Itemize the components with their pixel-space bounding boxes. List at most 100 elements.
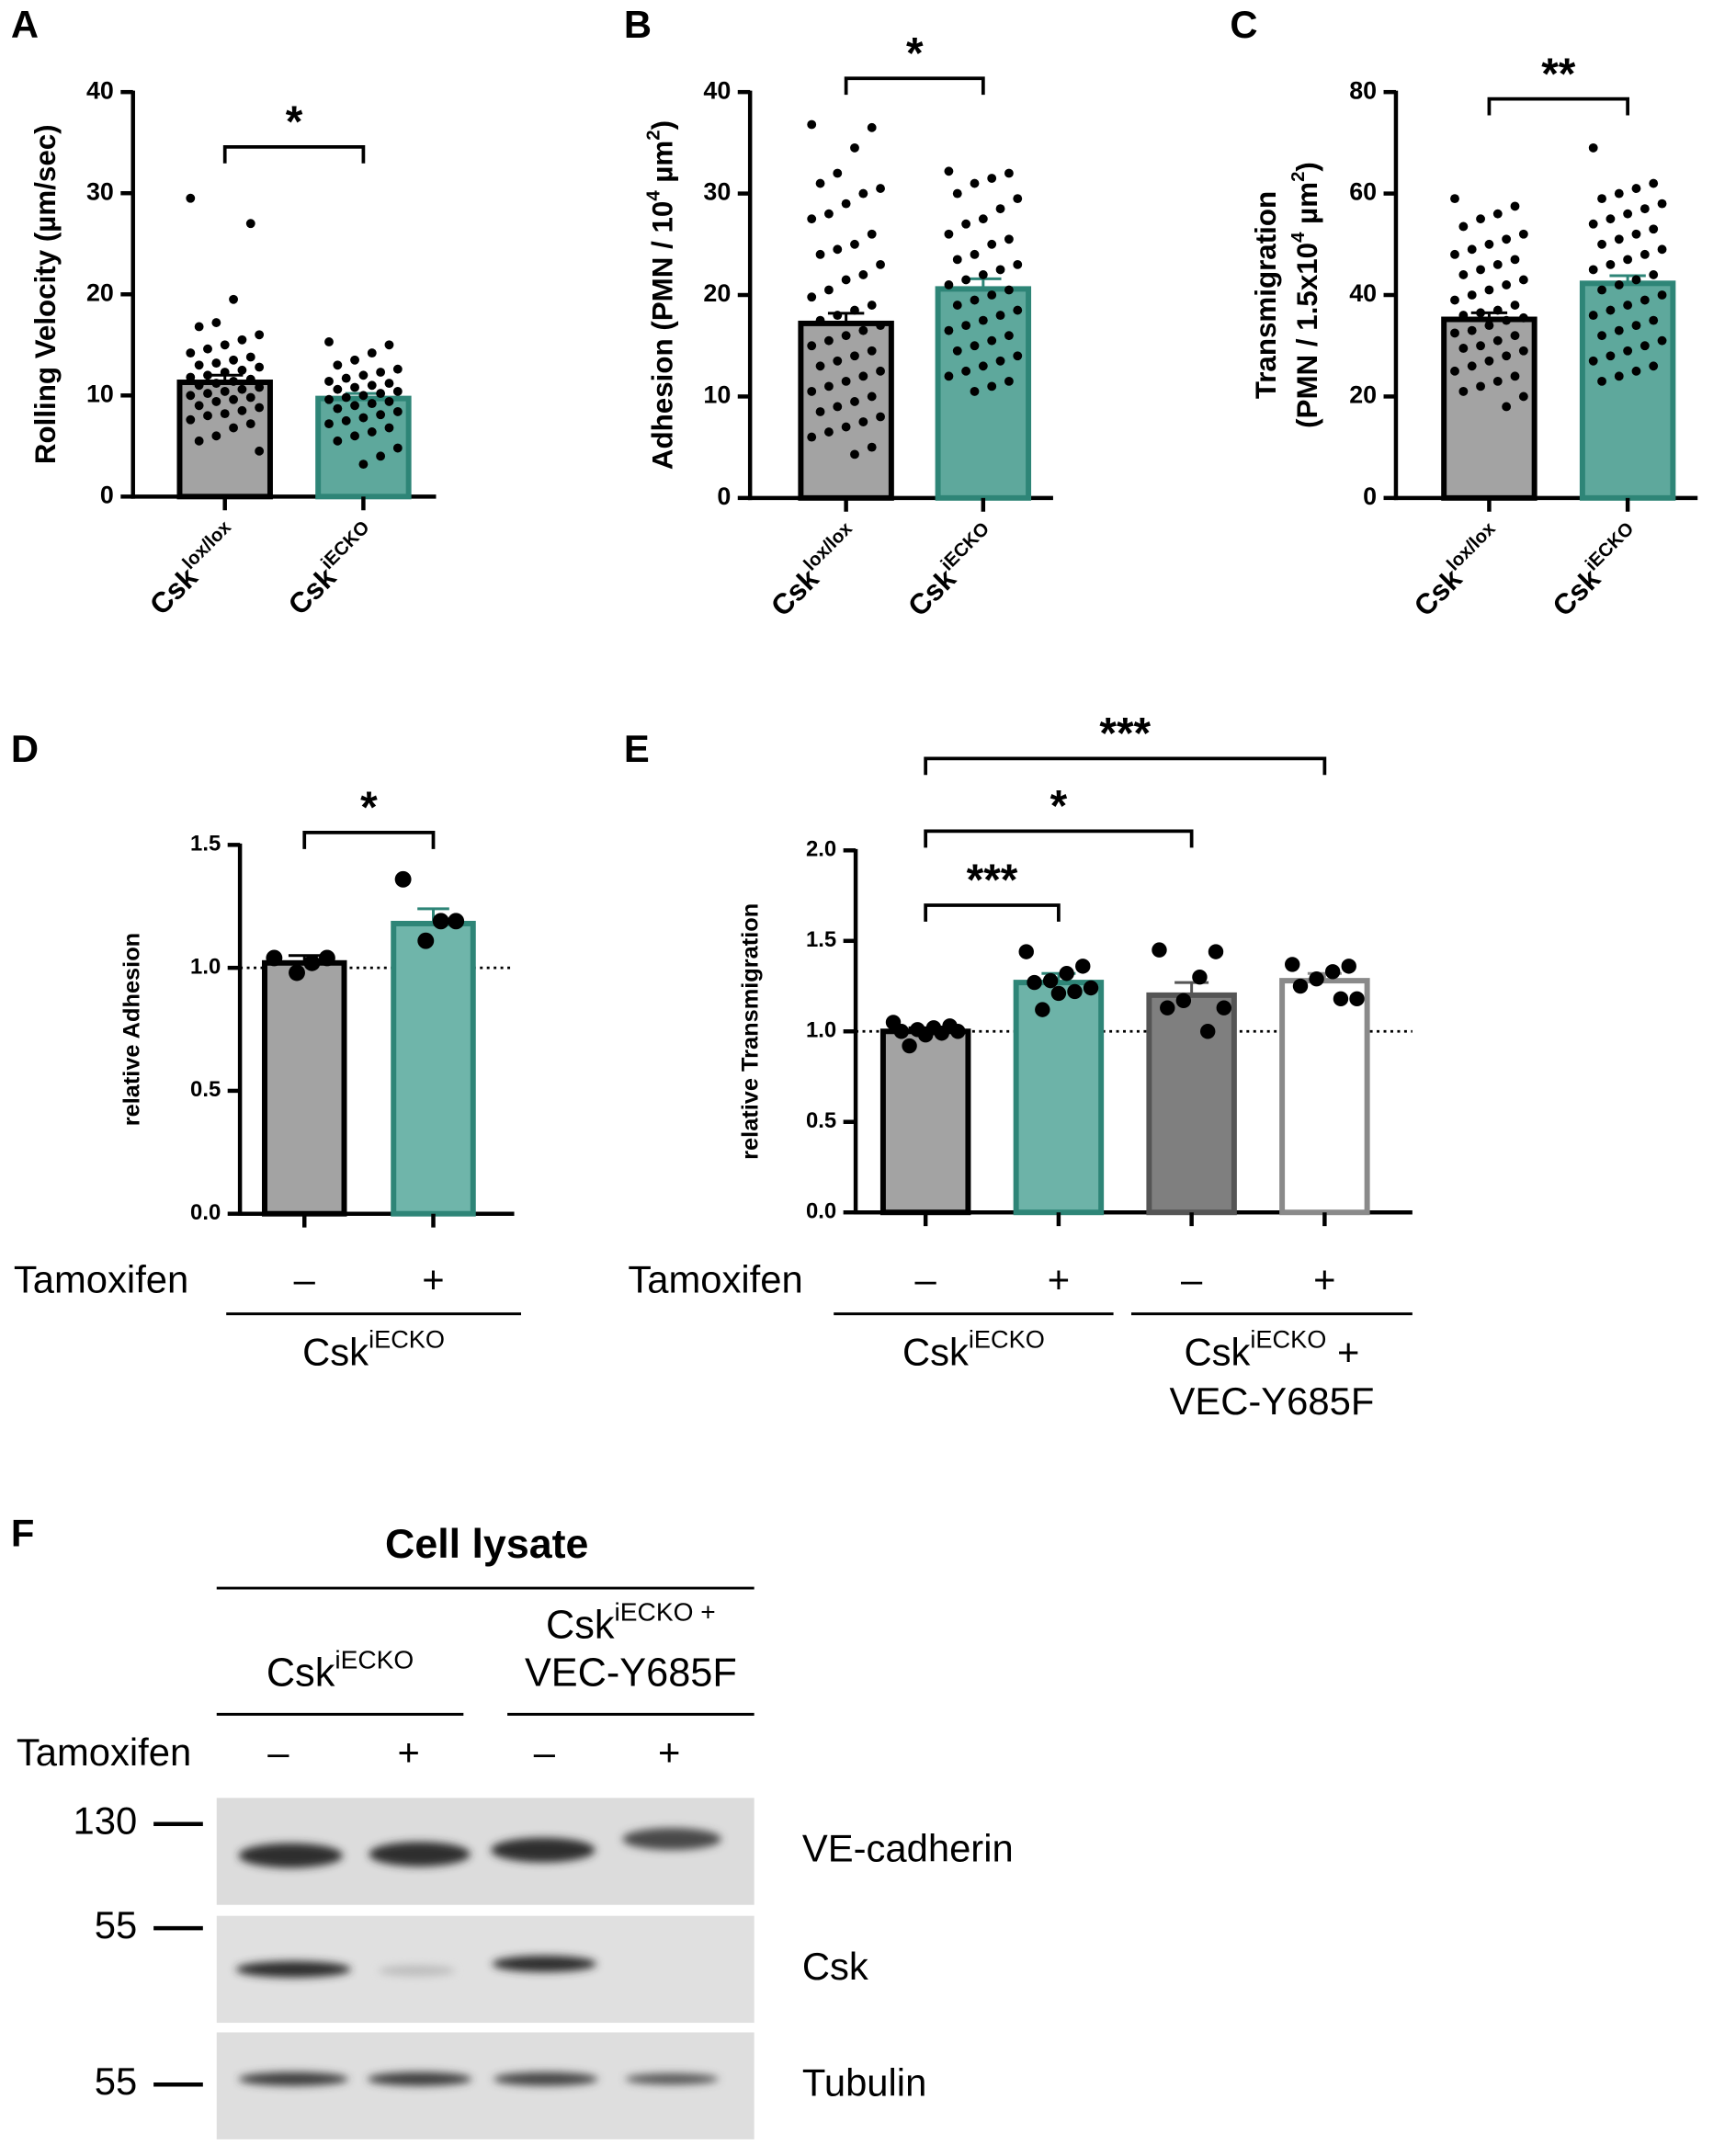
x-tick-label-part: – <box>915 1257 937 1300</box>
data-point <box>1502 402 1512 412</box>
data-point <box>350 382 359 392</box>
data-point <box>367 399 377 409</box>
data-point <box>229 423 238 433</box>
y-tick-label: 60 <box>1349 178 1377 206</box>
data-point <box>1631 184 1641 193</box>
data-point <box>807 292 817 302</box>
data-point <box>858 325 868 335</box>
data-point <box>1341 959 1356 974</box>
significance-label: *** <box>1099 709 1151 758</box>
data-point <box>815 178 825 188</box>
data-point <box>1518 312 1528 323</box>
data-point <box>1208 944 1224 959</box>
data-point <box>333 403 343 414</box>
y-axis-label-part: 4 <box>1288 232 1309 243</box>
data-point <box>211 431 221 441</box>
data-point <box>1640 204 1650 214</box>
x-tick-label-part: + <box>1048 1257 1070 1300</box>
lane-label: + <box>658 1730 680 1774</box>
data-point <box>1502 280 1512 289</box>
data-point <box>1502 234 1512 244</box>
group-label-part: iECKO <box>335 1645 414 1674</box>
data-point <box>358 460 369 470</box>
data-point <box>1631 229 1641 239</box>
y-axis-label: relative Transmigration <box>737 903 763 1160</box>
y-tick-label: 10 <box>703 381 731 409</box>
data-point <box>1597 376 1606 386</box>
data-point <box>867 442 877 452</box>
data-point <box>220 340 230 350</box>
group-label-part: iECKO <box>1250 1324 1326 1353</box>
y-tick-label: 40 <box>86 76 114 104</box>
data-point <box>1309 970 1324 987</box>
data-point <box>1349 991 1365 1007</box>
x-tick-label: – <box>915 1257 937 1300</box>
data-point <box>417 932 435 949</box>
x-tick-label: + <box>1048 1257 1070 1300</box>
data-point <box>1458 386 1469 396</box>
data-point <box>384 396 394 406</box>
data-point <box>1510 201 1520 211</box>
data-point <box>1467 290 1477 300</box>
marker-label: 130 <box>74 1799 138 1843</box>
data-point <box>194 401 204 411</box>
y-axis-label-part: ) <box>647 120 679 130</box>
x-tick-label: – <box>1181 1257 1203 1300</box>
data-point <box>350 355 359 365</box>
data-point <box>1614 325 1624 335</box>
panel-label: C <box>1230 3 1257 46</box>
data-point <box>1614 371 1624 381</box>
data-point <box>376 451 386 461</box>
data-point <box>1606 305 1616 315</box>
y-tick-label: 0.5 <box>806 1108 836 1133</box>
data-point <box>815 407 825 416</box>
group-label-part: Csk <box>902 1330 969 1373</box>
data-point <box>823 381 834 391</box>
data-point <box>1476 341 1485 351</box>
data-point <box>1450 194 1459 204</box>
group-label-part: VEC-Y685F <box>1170 1379 1375 1423</box>
data-point <box>245 419 255 429</box>
protein-label: Csk <box>802 1945 868 1988</box>
y-tick-label: 1.0 <box>806 1018 836 1043</box>
y-axis-label-part: 2 <box>644 130 664 140</box>
data-point <box>1510 371 1520 381</box>
data-point <box>978 361 988 371</box>
data-point <box>333 436 343 446</box>
data-point <box>833 402 843 412</box>
data-point <box>1492 376 1503 386</box>
data-point <box>186 391 196 401</box>
data-point <box>961 275 971 285</box>
bar <box>1013 980 1105 1216</box>
significance-label: * <box>1050 782 1068 831</box>
data-point <box>245 392 255 403</box>
data-point <box>255 446 265 456</box>
y-tick-label: 0 <box>717 482 731 510</box>
data-point <box>384 340 394 350</box>
band <box>491 1837 596 1863</box>
data-point <box>1631 321 1641 331</box>
data-point <box>1476 308 1485 318</box>
row-label: Tamoxifen <box>14 1257 188 1300</box>
data-point <box>376 389 386 399</box>
y-tick-label: 0.0 <box>190 1200 221 1225</box>
data-point <box>255 362 265 372</box>
data-point <box>987 174 997 183</box>
data-point <box>807 341 817 351</box>
data-point <box>1588 142 1598 153</box>
data-point <box>841 275 851 285</box>
data-point <box>255 403 265 413</box>
data-point <box>1018 944 1034 959</box>
data-point <box>833 244 843 255</box>
x-tick-label-part: lox/lox <box>800 518 857 575</box>
data-point <box>1067 983 1083 1000</box>
data-point <box>376 410 386 420</box>
data-point <box>952 255 962 265</box>
data-point <box>858 270 868 279</box>
panel-label: E <box>624 727 650 770</box>
x-tick-label: CskiECKO <box>901 519 1004 623</box>
data-point <box>358 370 369 380</box>
data-point <box>341 392 351 403</box>
marker-label: 55 <box>95 1903 137 1946</box>
group-label-part: Csk <box>267 1651 335 1696</box>
